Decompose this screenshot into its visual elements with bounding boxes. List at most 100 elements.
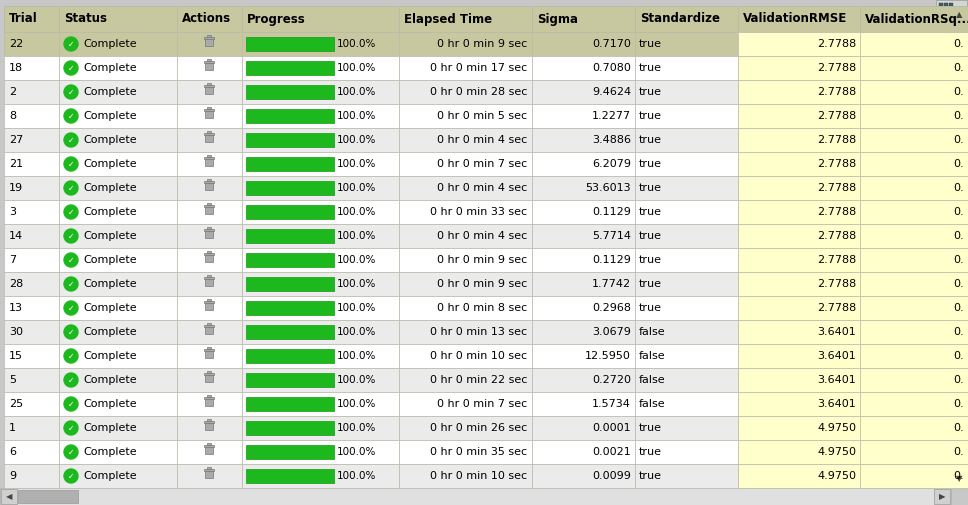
Bar bbox=[635, 272, 738, 296]
Bar bbox=[738, 104, 860, 128]
Bar bbox=[635, 6, 738, 32]
Bar bbox=[1, 489, 17, 504]
Text: 0 hr 0 min 9 sec: 0 hr 0 min 9 sec bbox=[437, 39, 527, 49]
Circle shape bbox=[64, 85, 78, 99]
Bar bbox=[205, 423, 213, 430]
Bar bbox=[204, 349, 214, 351]
Bar bbox=[205, 471, 213, 478]
Text: 0.: 0. bbox=[953, 63, 964, 73]
Text: 4.9750: 4.9750 bbox=[817, 471, 856, 481]
Circle shape bbox=[64, 253, 78, 267]
Bar bbox=[399, 296, 532, 320]
Bar bbox=[242, 344, 399, 368]
Text: false: false bbox=[639, 375, 666, 385]
Text: 4.9750: 4.9750 bbox=[817, 447, 856, 457]
Bar bbox=[204, 469, 214, 471]
Bar bbox=[246, 301, 334, 315]
Text: 100.0%: 100.0% bbox=[337, 279, 377, 289]
Bar bbox=[860, 248, 968, 272]
Bar bbox=[246, 277, 334, 291]
Circle shape bbox=[64, 37, 78, 51]
Text: false: false bbox=[639, 351, 666, 361]
Text: 100.0%: 100.0% bbox=[337, 207, 377, 217]
Bar bbox=[246, 181, 334, 195]
Bar bbox=[860, 440, 968, 464]
Text: ▼: ▼ bbox=[956, 475, 963, 483]
Bar bbox=[738, 392, 860, 416]
Bar bbox=[532, 32, 635, 56]
Bar bbox=[242, 368, 399, 392]
Text: ValidationRSq...: ValidationRSq... bbox=[865, 13, 968, 25]
Bar bbox=[532, 320, 635, 344]
Bar bbox=[944, 13, 948, 17]
Text: ValidationRMSE: ValidationRMSE bbox=[743, 13, 847, 25]
Text: 0 hr 0 min 26 sec: 0 hr 0 min 26 sec bbox=[430, 423, 527, 433]
Bar bbox=[177, 128, 242, 152]
Bar bbox=[18, 490, 78, 503]
Bar bbox=[738, 416, 860, 440]
Bar bbox=[177, 104, 242, 128]
Bar bbox=[399, 464, 532, 488]
Bar bbox=[242, 152, 399, 176]
Text: Complete: Complete bbox=[83, 375, 136, 385]
Text: 0.: 0. bbox=[953, 447, 964, 457]
Bar bbox=[207, 227, 211, 229]
Text: Complete: Complete bbox=[83, 87, 136, 97]
Bar bbox=[532, 6, 635, 32]
Text: 100.0%: 100.0% bbox=[337, 447, 377, 457]
Text: 18: 18 bbox=[9, 63, 23, 73]
Text: 0.: 0. bbox=[953, 111, 964, 121]
Bar bbox=[205, 39, 213, 46]
Text: 0.: 0. bbox=[953, 375, 964, 385]
Text: 2.7788: 2.7788 bbox=[817, 39, 856, 49]
Bar bbox=[738, 152, 860, 176]
Text: ✓: ✓ bbox=[68, 447, 75, 457]
Bar bbox=[399, 200, 532, 224]
Bar bbox=[635, 320, 738, 344]
Bar bbox=[4, 128, 59, 152]
Text: ▲: ▲ bbox=[956, 11, 963, 20]
Bar bbox=[4, 272, 59, 296]
Bar bbox=[205, 351, 213, 358]
Bar bbox=[532, 416, 635, 440]
Bar bbox=[207, 419, 211, 421]
Bar bbox=[177, 392, 242, 416]
Text: 2.7788: 2.7788 bbox=[817, 207, 856, 217]
Bar bbox=[949, 13, 953, 17]
Bar bbox=[204, 37, 214, 39]
Bar bbox=[399, 224, 532, 248]
Bar bbox=[399, 368, 532, 392]
Bar bbox=[204, 325, 214, 327]
Circle shape bbox=[64, 109, 78, 123]
Text: 30: 30 bbox=[9, 327, 23, 337]
Text: 0 hr 0 min 13 sec: 0 hr 0 min 13 sec bbox=[430, 327, 527, 337]
Bar bbox=[204, 109, 214, 111]
Bar bbox=[242, 416, 399, 440]
Bar bbox=[205, 303, 213, 310]
Circle shape bbox=[64, 301, 78, 315]
Bar bbox=[207, 347, 211, 349]
Bar bbox=[4, 440, 59, 464]
Bar bbox=[4, 80, 59, 104]
Text: true: true bbox=[639, 279, 662, 289]
Bar bbox=[242, 440, 399, 464]
Bar bbox=[242, 80, 399, 104]
Bar bbox=[860, 320, 968, 344]
Text: 0.2720: 0.2720 bbox=[592, 375, 631, 385]
Bar bbox=[207, 35, 211, 37]
Bar bbox=[399, 32, 532, 56]
Bar bbox=[59, 176, 177, 200]
Text: true: true bbox=[639, 159, 662, 169]
Bar bbox=[204, 205, 214, 207]
Bar bbox=[207, 155, 211, 157]
Text: 3.6401: 3.6401 bbox=[817, 375, 856, 385]
Bar bbox=[4, 464, 59, 488]
Text: 0 hr 0 min 22 sec: 0 hr 0 min 22 sec bbox=[430, 375, 527, 385]
Bar bbox=[177, 200, 242, 224]
Bar bbox=[860, 296, 968, 320]
Text: ✓: ✓ bbox=[68, 135, 75, 144]
Bar bbox=[207, 395, 211, 397]
Text: 100.0%: 100.0% bbox=[337, 231, 377, 241]
Bar bbox=[242, 224, 399, 248]
Text: 100.0%: 100.0% bbox=[337, 399, 377, 409]
